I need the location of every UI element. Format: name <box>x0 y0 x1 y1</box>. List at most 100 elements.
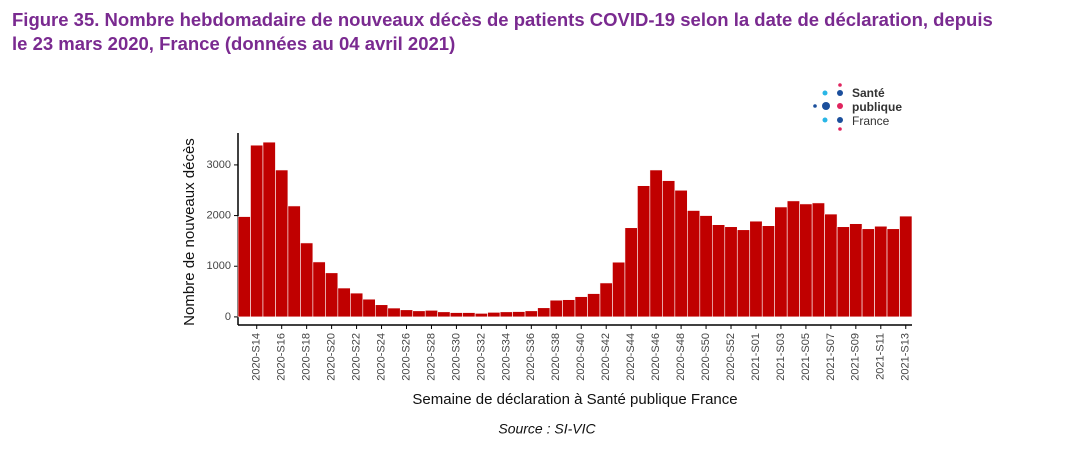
bar <box>774 206 788 318</box>
logo-dot <box>838 83 842 87</box>
x-tick-label: 2020-S14 <box>251 333 263 381</box>
x-tick-label: 2020-S36 <box>525 333 537 381</box>
x-tick-label: 2020-S20 <box>326 333 338 381</box>
x-tick-label: 2021-S09 <box>850 333 862 381</box>
bar <box>275 169 289 318</box>
bar <box>699 215 713 318</box>
bar <box>599 282 613 318</box>
logo-dot <box>813 104 817 108</box>
logo-dot <box>837 103 843 109</box>
x-tick-label: 2020-S42 <box>600 333 612 381</box>
bar <box>250 144 264 318</box>
x-tick-label: 2020-S22 <box>350 333 362 381</box>
x-tick-label: 2021-S01 <box>750 333 762 381</box>
bar <box>325 272 339 318</box>
bar <box>262 141 276 318</box>
bar <box>724 226 738 318</box>
x-tick-label: 2021-S05 <box>800 333 812 381</box>
bar <box>537 307 551 318</box>
bar <box>424 310 439 318</box>
logo-text: France <box>852 114 890 128</box>
bar <box>474 313 488 318</box>
logo-dot <box>822 117 828 123</box>
chart-title: Figure 35. Nombre hebdomadaire de nouvea… <box>12 9 993 30</box>
x-tick-label: 2020-S40 <box>575 333 587 381</box>
bar <box>874 225 888 318</box>
bar <box>237 216 251 318</box>
bar <box>412 310 426 318</box>
x-tick-label: 2020-S38 <box>550 333 562 381</box>
y-tick-label: 1000 <box>207 260 231 272</box>
x-tick-label: 2020-S28 <box>425 333 437 381</box>
logo-dot <box>822 90 828 96</box>
y-tick-label: 0 <box>225 311 231 323</box>
bar <box>524 310 538 318</box>
bar <box>711 224 726 318</box>
x-tick-label: 2020-S30 <box>450 333 462 381</box>
bar <box>387 307 401 318</box>
x-tick-label: 2020-S52 <box>725 333 737 381</box>
x-tick-label: 2021-S11 <box>875 333 887 380</box>
x-tick-label: 2021-S03 <box>775 333 787 381</box>
bar <box>786 200 800 318</box>
x-tick-label: 2020-S48 <box>675 333 687 381</box>
bar <box>399 309 414 318</box>
bar <box>612 261 626 318</box>
y-tick-label: 3000 <box>207 159 231 171</box>
bar <box>624 227 638 318</box>
bar <box>512 311 526 318</box>
x-axis-label: Semaine de déclaration à Santé publique … <box>412 391 737 408</box>
logo-text: Santé <box>852 86 885 100</box>
bar <box>362 298 376 318</box>
bar <box>549 299 563 318</box>
x-tick-label: 2020-S44 <box>625 333 637 381</box>
bar <box>899 215 913 318</box>
bar <box>761 225 776 318</box>
bar <box>886 228 900 318</box>
logo: Santé publique France <box>813 83 902 131</box>
logo-dot <box>837 90 843 96</box>
x-tick-label: 2021-S13 <box>900 333 912 381</box>
x-tick-label: 2020-S26 <box>400 333 412 381</box>
x-tick-label: 2020-S34 <box>500 333 512 381</box>
bar <box>749 220 763 318</box>
bar <box>462 312 476 318</box>
bar <box>799 203 813 318</box>
logo-dot <box>822 102 830 110</box>
bar <box>350 292 364 318</box>
bar <box>649 169 663 318</box>
bar <box>374 304 389 318</box>
bar <box>337 287 351 318</box>
bar <box>687 210 701 318</box>
logo-text: publique <box>852 100 902 114</box>
y-axis-label: Nombre de nouveaux décès <box>181 138 198 326</box>
bar <box>437 311 451 318</box>
x-tick-label: 2020-S16 <box>276 333 288 381</box>
bar <box>736 229 751 318</box>
source: Source : SI-VIC <box>498 421 596 437</box>
x-tick-label: 2020-S46 <box>650 333 662 381</box>
x-tick-label: 2020-S24 <box>375 333 387 381</box>
bar <box>637 185 651 318</box>
bar <box>562 299 576 318</box>
bar <box>574 296 588 318</box>
bar <box>499 311 513 318</box>
x-tick-label: 2020-S18 <box>301 333 313 381</box>
bar <box>811 202 825 318</box>
bar <box>587 293 601 318</box>
bar <box>312 261 326 318</box>
bar <box>861 228 875 318</box>
x-tick-label: 2020-S32 <box>475 333 487 381</box>
bar <box>300 242 314 318</box>
bar <box>836 226 850 318</box>
chart-title: le 23 mars 2020, France (données au 04 a… <box>12 33 455 54</box>
logo-dot <box>838 127 842 131</box>
bar <box>849 223 863 318</box>
x-tick-label: 2020-S50 <box>700 333 712 381</box>
bar <box>674 189 688 318</box>
x-tick-label: 2021-S07 <box>825 333 837 381</box>
y-tick-label: 2000 <box>207 209 231 221</box>
bar <box>662 180 676 318</box>
